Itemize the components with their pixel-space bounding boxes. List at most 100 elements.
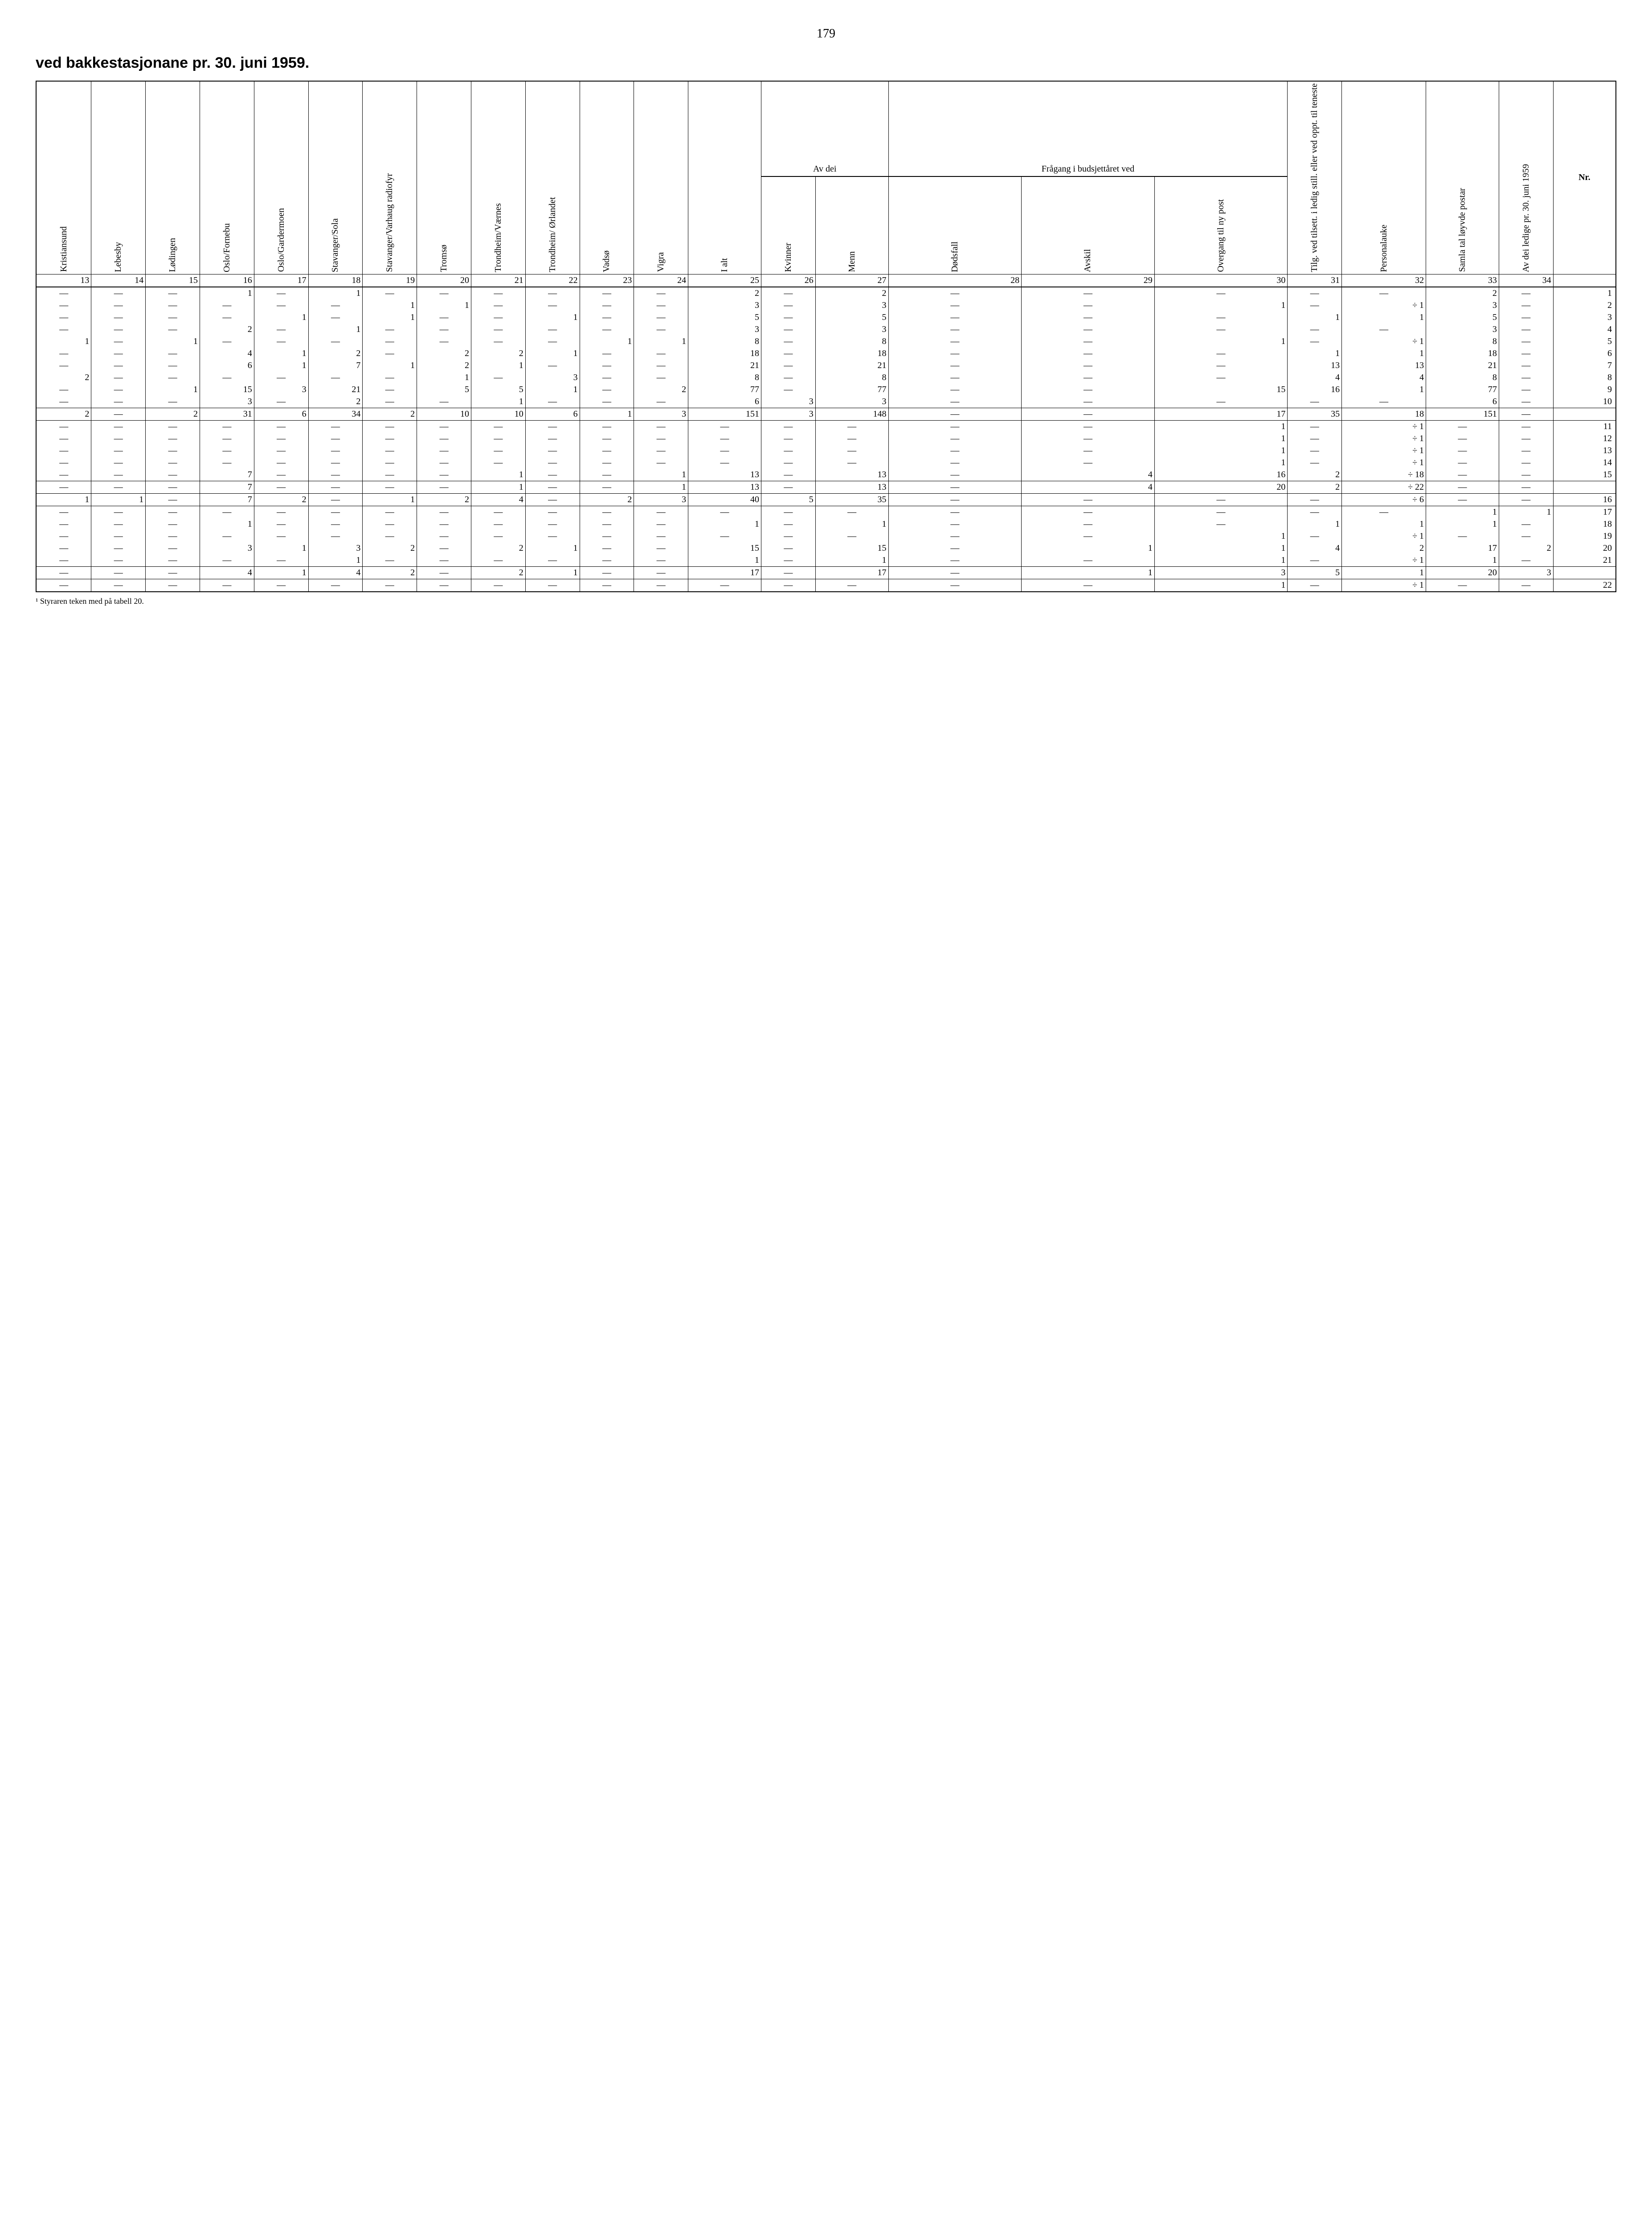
cell: — xyxy=(36,348,91,360)
cell: — xyxy=(146,299,200,311)
cell: — xyxy=(363,396,417,408)
col-number: 30 xyxy=(1154,274,1288,287)
cell: 1 xyxy=(417,372,471,384)
cell: 13 xyxy=(1553,445,1616,457)
cell: 2 xyxy=(308,348,363,360)
cell: — xyxy=(471,518,525,530)
col-number: 33 xyxy=(1426,274,1499,287)
cell: — xyxy=(36,384,91,396)
cell: — xyxy=(888,360,1022,372)
cell: 1 xyxy=(1154,445,1288,457)
cell: — xyxy=(761,287,815,299)
cell: 1 xyxy=(308,554,363,567)
cell: — xyxy=(888,433,1022,445)
cell: 4 xyxy=(1288,542,1342,554)
cell: — xyxy=(1288,506,1342,518)
page-number: 179 xyxy=(36,27,1616,41)
cell: 1 xyxy=(580,336,634,348)
cell: — xyxy=(525,396,580,408)
col-h: Tilg. ved tilsett. i ledig still. eller … xyxy=(1309,83,1320,272)
cell: — xyxy=(1499,299,1553,311)
cell: — xyxy=(471,579,525,592)
cell: — xyxy=(91,396,146,408)
cell: — xyxy=(417,396,471,408)
cell: 1 xyxy=(363,311,417,324)
cell: 10 xyxy=(1553,396,1616,408)
cell: — xyxy=(1022,408,1155,420)
cell: — xyxy=(200,579,254,592)
cell: 1 xyxy=(254,311,308,324)
col-h: Kvinner xyxy=(783,243,793,272)
cell: ÷ 1 xyxy=(1342,554,1426,567)
cell: — xyxy=(363,530,417,542)
cell: — xyxy=(1022,311,1155,324)
cell: — xyxy=(91,324,146,336)
cell: 2 xyxy=(254,493,308,506)
cell: — xyxy=(1022,372,1155,384)
cell: — xyxy=(1154,360,1288,372)
cell: 6 xyxy=(688,396,761,408)
cell: 2 xyxy=(363,566,417,579)
cell: — xyxy=(417,433,471,445)
cell: 1 xyxy=(1022,566,1155,579)
cell: 35 xyxy=(1288,408,1342,420)
cell: — xyxy=(417,336,471,348)
cell: 7 xyxy=(308,360,363,372)
cell: — xyxy=(580,554,634,567)
cell: 77 xyxy=(1426,384,1499,396)
cell: 3 xyxy=(200,396,254,408)
cell: — xyxy=(1426,457,1499,469)
cell: — xyxy=(417,481,471,493)
cell: — xyxy=(36,542,91,554)
cell: 151 xyxy=(688,408,761,420)
cell: — xyxy=(525,469,580,481)
cell: — xyxy=(888,408,1022,420)
cell: 5 xyxy=(688,311,761,324)
cell: — xyxy=(200,336,254,348)
cell: 4 xyxy=(471,493,525,506)
cell: — xyxy=(308,530,363,542)
cell: — xyxy=(363,554,417,567)
cell: — xyxy=(761,360,815,372)
cell: 2 xyxy=(363,542,417,554)
col-number: 25 xyxy=(688,274,761,287)
cell: — xyxy=(1499,396,1553,408)
cell: — xyxy=(761,579,815,592)
cell: — xyxy=(1022,396,1155,408)
cell: — xyxy=(580,518,634,530)
cell: 1 xyxy=(1342,518,1426,530)
cell: — xyxy=(1342,506,1426,518)
cell: — xyxy=(1154,311,1288,324)
cell: — xyxy=(888,579,1022,592)
cell: — xyxy=(91,542,146,554)
cell: — xyxy=(417,457,471,469)
cell: — xyxy=(1499,579,1553,592)
cell: — xyxy=(761,554,815,567)
cell: — xyxy=(417,445,471,457)
cell: 12 xyxy=(1553,433,1616,445)
cell: 1 xyxy=(688,554,761,567)
cell: — xyxy=(1426,420,1499,433)
col-number: 31 xyxy=(1288,274,1342,287)
cell: 10 xyxy=(417,408,471,420)
cell: 3 xyxy=(815,396,888,408)
cell: — xyxy=(888,554,1022,567)
cell: 1 xyxy=(363,493,417,506)
cell: — xyxy=(580,445,634,457)
cell: — xyxy=(1342,396,1426,408)
col-number: 29 xyxy=(1022,274,1155,287)
cell: — xyxy=(363,469,417,481)
cell: — xyxy=(91,360,146,372)
cell: — xyxy=(688,579,761,592)
col-h: Av dei ledige pr. 30. juni 1959 xyxy=(1521,164,1531,272)
cell: — xyxy=(580,433,634,445)
cell: — xyxy=(1426,493,1499,506)
cell: 4 xyxy=(1288,372,1342,384)
cell: — xyxy=(146,469,200,481)
cell: — xyxy=(761,566,815,579)
cell: — xyxy=(200,530,254,542)
cell: — xyxy=(1288,433,1342,445)
cell: 16 xyxy=(1553,493,1616,506)
cell: — xyxy=(1022,324,1155,336)
cell: 18 xyxy=(1426,348,1499,360)
